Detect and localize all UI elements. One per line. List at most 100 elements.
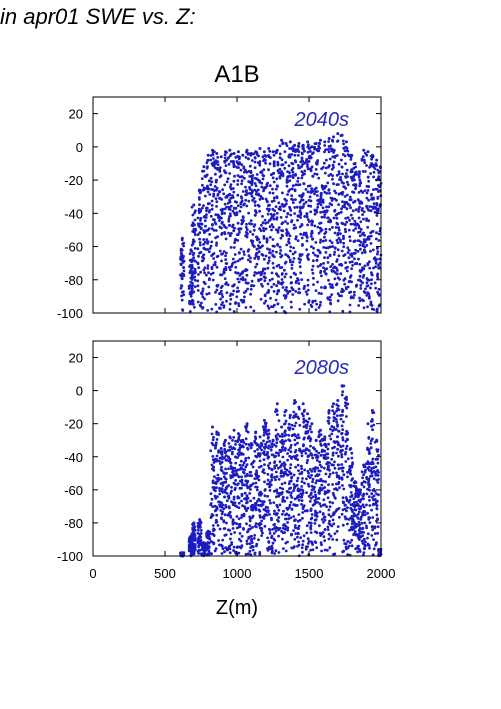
data-point bbox=[344, 266, 348, 270]
data-point bbox=[291, 176, 295, 180]
data-point bbox=[287, 506, 291, 510]
data-point bbox=[224, 477, 227, 480]
data-point bbox=[220, 455, 224, 458]
data-point bbox=[244, 185, 247, 189]
y-tick-label: -40 bbox=[64, 450, 83, 465]
data-point bbox=[366, 536, 369, 540]
data-point bbox=[252, 309, 256, 313]
data-point bbox=[314, 168, 318, 171]
data-point bbox=[192, 203, 196, 207]
data-point bbox=[288, 289, 292, 293]
data-point bbox=[200, 177, 204, 181]
data-point bbox=[308, 427, 312, 431]
data-point bbox=[361, 527, 364, 531]
data-point bbox=[253, 551, 257, 555]
data-point bbox=[257, 538, 260, 542]
data-point bbox=[349, 483, 352, 487]
data-point bbox=[203, 297, 207, 301]
data-point bbox=[274, 428, 278, 432]
data-point bbox=[331, 163, 335, 167]
data-point bbox=[255, 544, 258, 548]
data-point bbox=[198, 231, 202, 235]
data-point bbox=[250, 159, 254, 162]
data-point bbox=[208, 179, 211, 183]
data-point bbox=[260, 170, 264, 173]
data-point bbox=[244, 156, 248, 159]
data-point bbox=[218, 307, 221, 310]
data-point bbox=[191, 529, 195, 533]
data-point bbox=[196, 279, 200, 283]
data-point bbox=[326, 456, 330, 460]
data-point bbox=[375, 541, 378, 545]
data-point bbox=[244, 507, 247, 511]
data-point bbox=[300, 480, 304, 483]
data-point bbox=[252, 459, 256, 463]
data-point bbox=[191, 230, 195, 233]
data-point bbox=[366, 189, 370, 192]
data-point bbox=[327, 416, 331, 420]
data-point bbox=[297, 291, 300, 295]
data-point bbox=[206, 552, 210, 556]
data-point bbox=[275, 195, 279, 199]
data-point bbox=[317, 149, 321, 153]
data-point bbox=[300, 176, 304, 180]
data-point bbox=[222, 507, 226, 511]
data-point bbox=[267, 541, 271, 544]
data-point bbox=[220, 289, 223, 293]
data-point bbox=[293, 518, 297, 522]
data-point bbox=[368, 205, 371, 208]
data-point bbox=[344, 503, 347, 507]
data-point bbox=[267, 466, 271, 470]
data-point bbox=[260, 442, 264, 446]
data-point bbox=[261, 503, 265, 506]
data-point bbox=[341, 309, 345, 313]
data-point bbox=[306, 278, 310, 282]
data-point bbox=[189, 248, 193, 252]
data-point bbox=[197, 273, 200, 276]
data-point bbox=[283, 499, 287, 503]
data-point bbox=[376, 531, 380, 535]
data-point bbox=[274, 298, 278, 302]
data-point bbox=[328, 472, 332, 476]
data-point bbox=[311, 271, 315, 275]
data-point bbox=[309, 199, 313, 203]
data-point bbox=[251, 526, 254, 529]
data-point bbox=[261, 269, 265, 273]
data-point bbox=[344, 440, 348, 443]
data-point bbox=[289, 450, 293, 454]
data-point bbox=[323, 454, 327, 458]
data-point bbox=[220, 303, 223, 306]
data-point bbox=[311, 259, 315, 263]
data-point bbox=[281, 487, 285, 491]
data-point bbox=[326, 452, 330, 456]
data-point bbox=[238, 532, 242, 535]
data-point bbox=[228, 154, 232, 158]
data-point bbox=[317, 198, 321, 202]
data-point bbox=[260, 448, 264, 452]
data-point bbox=[281, 455, 285, 459]
data-point bbox=[198, 518, 202, 522]
data-point bbox=[290, 153, 294, 156]
data-point bbox=[289, 281, 293, 285]
data-point bbox=[348, 204, 351, 207]
data-point bbox=[253, 156, 257, 160]
data-point bbox=[291, 162, 295, 166]
data-point bbox=[268, 461, 272, 465]
data-point bbox=[228, 208, 232, 211]
data-point bbox=[180, 258, 184, 262]
data-point bbox=[214, 213, 218, 217]
data-point bbox=[249, 152, 253, 155]
data-point bbox=[181, 309, 185, 312]
data-point bbox=[329, 534, 333, 538]
data-point bbox=[326, 256, 330, 260]
data-point bbox=[257, 192, 260, 196]
data-point bbox=[282, 547, 285, 550]
data-point bbox=[258, 509, 262, 513]
data-point bbox=[315, 479, 319, 482]
data-point bbox=[180, 236, 184, 240]
data-point bbox=[196, 261, 200, 265]
data-point bbox=[212, 257, 216, 260]
data-point bbox=[229, 537, 232, 541]
data-point bbox=[330, 293, 334, 296]
data-point bbox=[343, 154, 347, 158]
